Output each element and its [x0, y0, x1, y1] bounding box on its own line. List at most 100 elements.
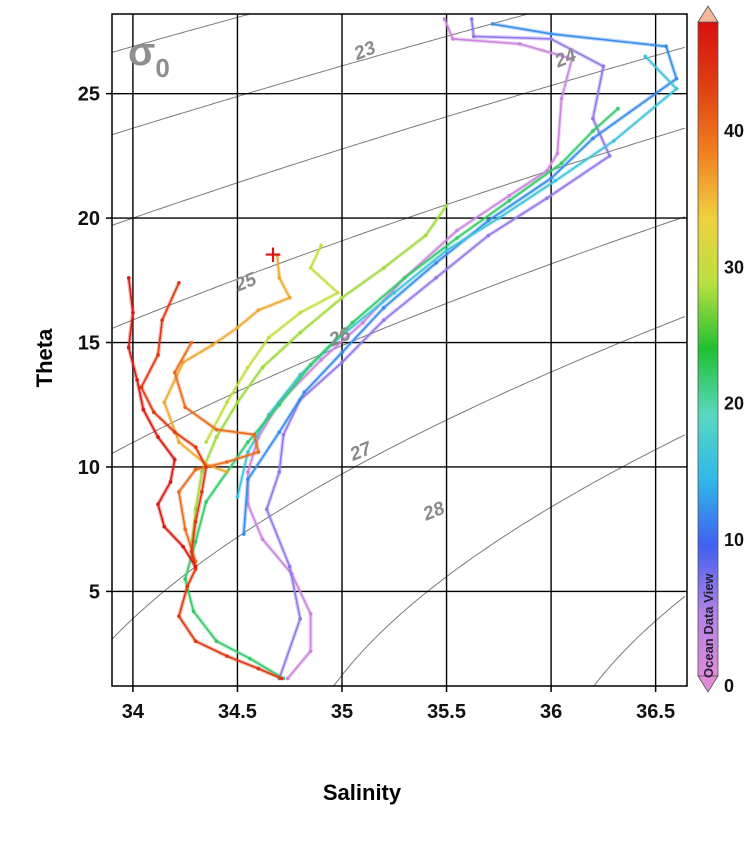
colorbar-tick-0: 0 — [724, 676, 734, 696]
data-point-0-1 — [451, 37, 455, 41]
data-point-2-11 — [277, 430, 282, 434]
data-point-2-13 — [241, 532, 246, 536]
data-point-10-8 — [156, 502, 160, 507]
data-point-10-5 — [156, 435, 160, 439]
data-point-3-6 — [392, 290, 397, 295]
data-point-10-1 — [131, 310, 135, 315]
data-point-8-3 — [214, 427, 219, 432]
x-tick-label-3: 35.5 — [427, 701, 466, 723]
grid-layer — [112, 14, 687, 686]
data-point-9-1 — [160, 318, 164, 322]
data-point-0-16 — [260, 537, 265, 541]
data-point-8-2 — [183, 405, 187, 410]
data-point-6-5 — [246, 365, 250, 370]
data-point-0-2 — [517, 42, 522, 46]
data-point-4-2 — [559, 161, 564, 166]
data-point-9-13 — [177, 614, 181, 619]
data-layer: + — [126, 17, 679, 681]
data-point-10-2 — [126, 345, 131, 350]
data-point-1-16 — [298, 617, 302, 621]
series-line-9 — [140, 282, 282, 680]
series-line-1 — [265, 18, 611, 679]
data-point-3-1 — [674, 86, 679, 91]
data-point-2-0 — [490, 22, 495, 26]
data-point-7-5 — [210, 343, 215, 347]
y-axis-title: Theta — [32, 328, 57, 387]
colorbar-tick-4: 40 — [724, 121, 744, 141]
data-point-4-14 — [191, 609, 196, 614]
colorbar-top-arrow — [697, 5, 719, 23]
sigma-label: σ0 — [128, 30, 170, 83]
data-point-9-10 — [189, 549, 194, 554]
y-tick-label-3: 20 — [78, 208, 100, 230]
data-point-5-7 — [214, 435, 219, 439]
data-point-7-6 — [181, 360, 185, 365]
data-point-4-16 — [248, 656, 252, 661]
data-point-4-1 — [591, 129, 595, 133]
isopycnal-28 — [333, 434, 686, 686]
data-point-0-10 — [361, 320, 365, 325]
y-tick-label-0: 5 — [89, 581, 100, 603]
isopycnal-23 — [112, 14, 530, 136]
data-point-9-12 — [185, 584, 190, 589]
data-point-4-9 — [246, 440, 250, 444]
data-point-6-3 — [298, 310, 302, 315]
data-point-6-7 — [204, 440, 208, 444]
data-point-7-10 — [225, 470, 229, 474]
data-point-4-7 — [308, 363, 313, 367]
data-point-1-8 — [434, 276, 438, 280]
data-point-8-5 — [256, 450, 261, 454]
isopycnal-25 — [112, 127, 686, 329]
data-point-7-3 — [256, 308, 261, 312]
data-point-6-0 — [319, 243, 323, 248]
data-point-5-4 — [298, 330, 302, 335]
data-point-0-20 — [285, 676, 290, 681]
colorbar-bottom-arrow — [697, 675, 719, 693]
x-axis-title: Salinity — [323, 780, 402, 805]
x-tick-label-0: 34 — [122, 701, 145, 723]
data-point-9-11 — [193, 567, 198, 571]
data-point-1-2 — [549, 37, 553, 41]
data-point-1-6 — [545, 196, 549, 200]
data-point-5-2 — [382, 266, 386, 270]
data-point-2-5 — [549, 176, 553, 181]
data-point-3-11 — [235, 495, 240, 499]
data-point-0-7 — [507, 193, 512, 198]
series-line-2 — [242, 23, 678, 535]
data-point-6-6 — [225, 400, 229, 405]
data-point-8-4 — [252, 432, 256, 437]
data-point-1-10 — [340, 360, 344, 365]
data-point-9-3 — [139, 385, 144, 390]
station-marker: + — [264, 238, 282, 271]
data-point-0-3 — [570, 57, 574, 61]
data-point-1-5 — [607, 154, 612, 158]
data-point-4-4 — [455, 236, 459, 240]
data-point-4-3 — [507, 198, 512, 203]
data-point-4-6 — [350, 320, 355, 325]
data-point-8-6 — [225, 460, 229, 464]
series-line-4 — [184, 108, 619, 680]
data-point-0-11 — [319, 358, 323, 362]
data-point-1-15 — [287, 564, 292, 569]
isopycnal-label-24: 24 — [551, 45, 580, 73]
colorbar-tick-3: 30 — [724, 257, 744, 277]
data-point-5-3 — [340, 295, 344, 300]
data-point-9-7 — [204, 465, 208, 469]
colorbar-tick-2: 20 — [724, 394, 744, 414]
data-point-3-2 — [612, 139, 616, 143]
data-point-9-2 — [156, 353, 160, 357]
data-point-2-12 — [246, 477, 250, 482]
data-point-9-8 — [200, 490, 204, 494]
data-point-0-6 — [545, 169, 549, 173]
data-point-7-2 — [287, 295, 292, 300]
data-point-2-2 — [664, 44, 668, 49]
y-tick-label-4: 25 — [78, 84, 100, 106]
data-point-9-14 — [193, 639, 198, 643]
isopycnal-label-27: 27 — [346, 438, 376, 466]
data-point-7-1 — [277, 276, 282, 280]
data-point-10-0 — [126, 276, 131, 280]
x-tick-label-2: 35 — [331, 701, 353, 723]
x-tick-label-5: 36.5 — [636, 701, 675, 723]
